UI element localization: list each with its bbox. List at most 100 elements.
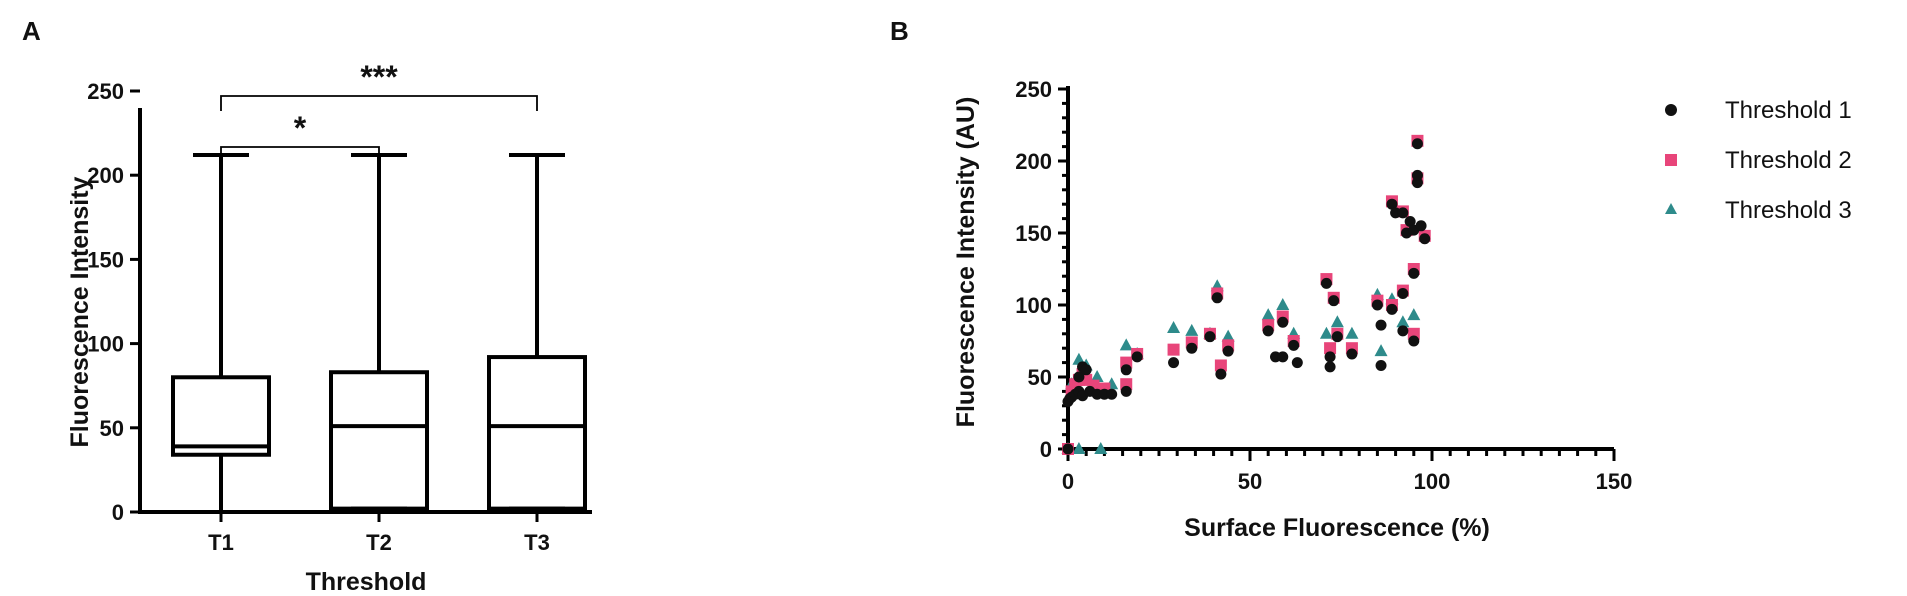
panel-b-y-tick-label: 0 <box>1040 437 1052 462</box>
data-point-threshold-3 <box>1185 323 1199 336</box>
box-t3 <box>487 152 587 511</box>
data-point-threshold-1 <box>1062 443 1074 455</box>
data-point-threshold-1 <box>1168 357 1180 369</box>
data-point-threshold-3 <box>1094 442 1108 454</box>
panel-b-x-ticks: 0 50 100 150 <box>1062 449 1632 494</box>
panel-b-x-tick-label: 50 <box>1238 469 1262 494</box>
panel-b-y-tick-label: 50 <box>1028 365 1052 390</box>
data-point-threshold-1 <box>1262 325 1274 337</box>
legend-label-threshold-1: Threshold 1 <box>1725 97 1852 124</box>
panel-a-y-axis-label: Fluorescence Intensity <box>66 176 94 447</box>
data-point-threshold-1 <box>1386 198 1398 210</box>
panel-a-y-ticks: 0 50 100 150 200 250 <box>87 79 140 525</box>
data-point-threshold-3 <box>1396 315 1410 328</box>
data-point-threshold-1 <box>1408 267 1420 279</box>
data-point-threshold-3 <box>1319 326 1333 339</box>
panel-a-y-tick-label: 150 <box>87 247 124 272</box>
box-t3-iqr <box>487 355 587 511</box>
panel-b-y-tick-label: 150 <box>1015 221 1052 246</box>
data-point-threshold-1 <box>1328 295 1340 307</box>
data-point-threshold-1 <box>1324 361 1336 373</box>
data-point-threshold-2 <box>1167 343 1180 356</box>
data-point-threshold-1 <box>1411 138 1423 150</box>
data-point-threshold-1 <box>1397 287 1409 299</box>
panel-a-significance: **** <box>220 59 538 162</box>
box-t2-iqr <box>329 370 429 511</box>
box-t1 <box>171 152 271 514</box>
data-point-threshold-1 <box>1331 331 1343 343</box>
data-point-threshold-1 <box>1320 277 1332 289</box>
legend-item-threshold-1: Threshold 1 <box>1665 97 1852 124</box>
panel-a-x-tick-label-t3: T3 <box>524 530 550 555</box>
panel-b-points <box>1061 134 1431 455</box>
legend-marker-threshold-3 <box>1665 203 1677 214</box>
data-point-threshold-1 <box>1106 388 1118 400</box>
data-point-threshold-1 <box>1397 325 1409 337</box>
significance-label-t1-t2: * <box>294 110 307 146</box>
data-point-threshold-1 <box>1375 359 1387 371</box>
panel-a-y-tick-label: 50 <box>100 416 124 441</box>
data-point-threshold-3 <box>1090 370 1104 382</box>
data-point-threshold-1 <box>1408 335 1420 347</box>
panel-a-y-tick-label: 100 <box>87 332 124 357</box>
data-point-threshold-3 <box>1221 329 1235 342</box>
data-point-threshold-1 <box>1397 207 1409 219</box>
legend-item-threshold-3: Threshold 3 <box>1665 197 1852 224</box>
panel-a-y-tick-label: 0 <box>112 500 124 525</box>
data-point-threshold-1 <box>1346 348 1358 360</box>
data-point-threshold-3 <box>1374 344 1388 357</box>
data-point-threshold-1 <box>1277 351 1289 363</box>
data-point-threshold-2 <box>1324 342 1337 355</box>
data-point-threshold-1 <box>1120 385 1132 397</box>
box-t2 <box>329 152 429 511</box>
panel-b-x-tick-label: 100 <box>1414 469 1451 494</box>
data-point-threshold-1 <box>1073 371 1085 383</box>
panel-a-x-tick-label-t2: T2 <box>366 530 392 555</box>
legend-marker-threshold-1 <box>1665 104 1677 116</box>
data-point-threshold-1 <box>1415 220 1427 232</box>
data-point-threshold-1 <box>1215 368 1227 380</box>
panel-a-boxes <box>171 152 587 514</box>
data-point-threshold-1 <box>1211 292 1223 304</box>
data-point-threshold-3 <box>1276 298 1290 310</box>
panel-b-y-tick-label: 250 <box>1015 77 1052 102</box>
panel-b-legend: Threshold 1 Threshold 2 Threshold 3 <box>1665 97 1852 224</box>
data-point-threshold-1 <box>1186 342 1198 354</box>
panel-b-y-tick-label: 200 <box>1015 149 1052 174</box>
series-threshold-3 <box>1061 279 1421 454</box>
panel-b-x-tick-label: 0 <box>1062 469 1074 494</box>
data-point-threshold-3 <box>1345 326 1359 339</box>
data-point-threshold-1 <box>1277 316 1289 328</box>
data-point-threshold-2 <box>1214 359 1227 372</box>
panel-a-label: A <box>22 16 41 46</box>
data-point-threshold-1 <box>1419 233 1431 245</box>
data-point-threshold-3 <box>1072 442 1086 454</box>
panel-a-y-tick-label: 250 <box>87 79 124 104</box>
panel-a-x-axis-label: Threshold <box>306 568 427 596</box>
data-point-threshold-3 <box>1119 338 1133 351</box>
panel-b-label: B <box>890 16 909 46</box>
panel-a-y-tick-label: 200 <box>87 163 124 188</box>
legend-item-threshold-2: Threshold 2 <box>1665 147 1852 174</box>
significance-bracket-t1-t3 <box>220 95 538 111</box>
panel-b-y-ticks: 0 50 100 150 200 250 <box>1015 77 1068 462</box>
data-point-threshold-3 <box>1261 308 1275 321</box>
data-point-threshold-1 <box>1222 345 1234 357</box>
data-point-threshold-1 <box>1411 169 1423 181</box>
significance-bracket-t1-t2 <box>220 146 380 162</box>
panel-a-x-tick-label-t1: T1 <box>208 530 234 555</box>
panel-b-y-tick-label: 100 <box>1015 293 1052 318</box>
data-point-threshold-1 <box>1288 339 1300 351</box>
significance-label-t1-t3: *** <box>360 59 398 95</box>
panel-b-scatter: B 0 50 100 150 200 250 0 50 100 150 Threshold 1 … <box>890 16 1852 542</box>
data-point-threshold-3 <box>1167 321 1181 334</box>
data-point-threshold-1 <box>1386 303 1398 315</box>
panel-b-y-axis-label: Fluorescence Intensity (AU) <box>952 97 980 428</box>
panel-a-x-ticks: T1 T2 T3 <box>208 512 550 555</box>
legend-marker-threshold-2 <box>1665 154 1677 166</box>
data-point-threshold-1 <box>1371 299 1383 311</box>
data-point-threshold-1 <box>1291 357 1303 369</box>
data-point-threshold-1 <box>1324 351 1336 363</box>
